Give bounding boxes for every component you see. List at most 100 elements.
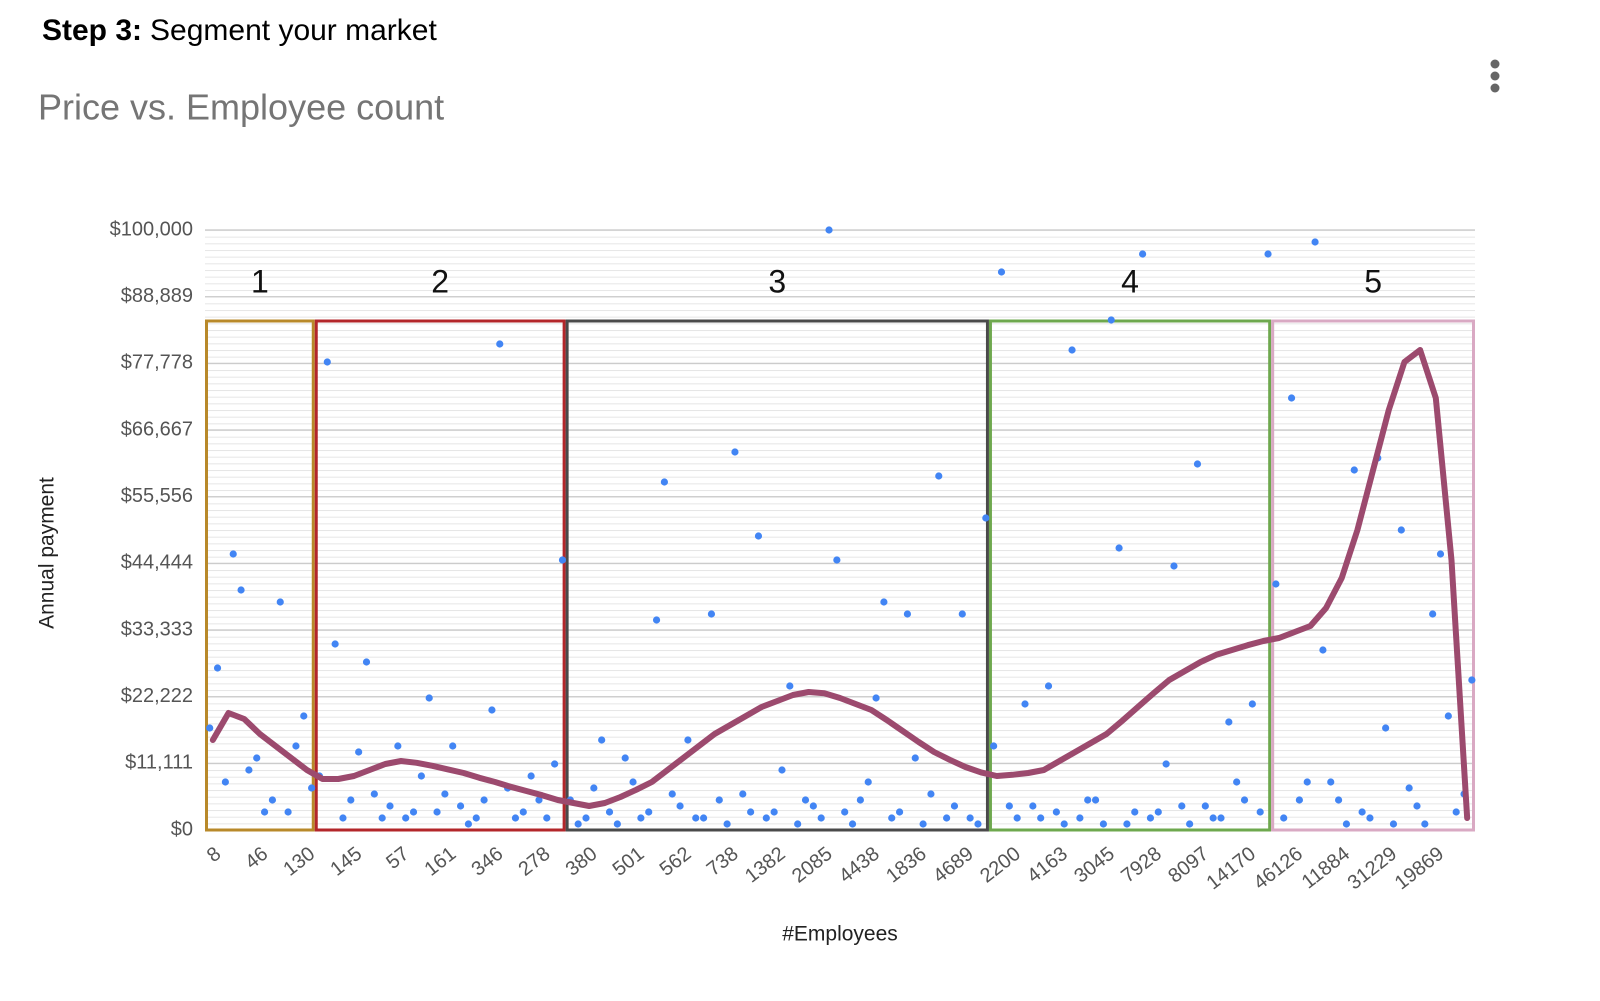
- point: [480, 796, 488, 804]
- point: [613, 820, 621, 828]
- point: [1350, 466, 1358, 474]
- point: [676, 802, 684, 810]
- point: [1201, 802, 1209, 810]
- segment-box: [565, 319, 989, 832]
- point: [660, 478, 668, 486]
- point: [1091, 796, 1100, 804]
- heading: Step 3: Segment your market: [42, 14, 437, 47]
- heading-step: Step 3:: [42, 14, 142, 47]
- point: [425, 694, 433, 702]
- point: [519, 808, 527, 816]
- point: [292, 742, 300, 750]
- point: [221, 778, 229, 786]
- point: [1029, 802, 1037, 810]
- point: [809, 802, 817, 810]
- point: [1413, 802, 1421, 810]
- point: [895, 808, 904, 816]
- point: [464, 820, 473, 828]
- segment-label: 2: [431, 263, 449, 299]
- y-tick-label: $88,889: [121, 285, 193, 307]
- point: [456, 802, 465, 810]
- x-tick-label: 4689: [929, 843, 978, 888]
- minor-grid: [205, 230, 1475, 830]
- point: [864, 778, 872, 786]
- point: [394, 742, 402, 750]
- point: [402, 814, 410, 822]
- point: [919, 820, 927, 828]
- x-tick-label: 14170: [1203, 843, 1260, 895]
- point: [308, 784, 316, 792]
- segment-label: 1: [251, 263, 269, 299]
- point: [1107, 316, 1115, 324]
- x-tick-label: 3045: [1070, 843, 1119, 888]
- point: [260, 808, 269, 816]
- point: [323, 358, 331, 366]
- point: [794, 820, 802, 828]
- point: [229, 550, 237, 558]
- x-tick-label: 2085: [788, 843, 837, 888]
- x-tick-label: 145: [326, 843, 366, 881]
- point: [1295, 796, 1303, 804]
- point: [1084, 796, 1092, 804]
- point: [1429, 610, 1437, 618]
- point: [652, 616, 661, 624]
- point: [1076, 814, 1084, 822]
- point: [668, 790, 676, 798]
- point: [911, 754, 919, 762]
- point: [927, 790, 935, 798]
- point: [472, 814, 480, 822]
- menu-icon[interactable]: [1490, 59, 1500, 93]
- point: [1405, 784, 1413, 792]
- y-tick-label: $0: [171, 818, 193, 840]
- x-tick-label: 7928: [1117, 843, 1166, 888]
- point: [880, 598, 888, 606]
- point: [511, 814, 520, 822]
- point: [1052, 808, 1060, 816]
- point: [378, 814, 386, 822]
- point: [245, 766, 253, 774]
- point: [786, 682, 794, 690]
- point: [1209, 814, 1217, 822]
- point: [1021, 700, 1029, 708]
- point: [370, 790, 378, 798]
- heading-text: Segment your market: [150, 14, 437, 47]
- point: [1060, 820, 1068, 828]
- point: [825, 226, 833, 234]
- point: [590, 784, 598, 792]
- y-tick-label: $22,222: [121, 685, 193, 707]
- point: [1013, 814, 1021, 822]
- x-tick-label: 161: [421, 843, 461, 881]
- point: [699, 814, 708, 822]
- point: [1123, 820, 1131, 828]
- point: [574, 820, 582, 828]
- point: [841, 808, 849, 816]
- point: [637, 814, 645, 822]
- x-tick-label: 1836: [882, 843, 931, 888]
- x-tick-label: 380: [562, 843, 602, 881]
- point: [778, 766, 786, 774]
- point: [1225, 718, 1233, 726]
- x-tick-label: 11884: [1298, 843, 1354, 894]
- point: [535, 796, 543, 804]
- point: [1099, 820, 1108, 828]
- x-tick-label: 278: [515, 843, 555, 881]
- point: [1170, 562, 1178, 570]
- point: [449, 742, 457, 750]
- point: [903, 610, 912, 618]
- x-tick-label: 1382: [741, 843, 790, 888]
- point: [1319, 646, 1327, 654]
- trendline: [209, 347, 1471, 821]
- x-tick-label: 57: [382, 843, 413, 874]
- point: [1240, 796, 1249, 804]
- point: [1327, 778, 1335, 786]
- point: [1162, 760, 1170, 768]
- x-tick-label: 46: [241, 843, 272, 874]
- point: [1397, 526, 1405, 534]
- x-tick-label: 8: [203, 843, 225, 867]
- point: [1334, 796, 1343, 804]
- segment-label: 3: [768, 263, 786, 299]
- point: [762, 814, 770, 822]
- point: [355, 748, 363, 756]
- point: [645, 808, 653, 816]
- point: [1037, 814, 1045, 822]
